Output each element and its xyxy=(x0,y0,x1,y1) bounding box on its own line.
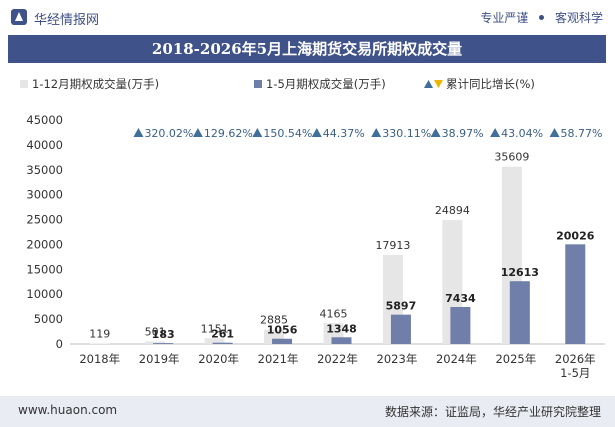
y-tick-label: 35000 xyxy=(26,163,63,177)
bar-full-year xyxy=(145,341,166,344)
chart: 1-12月期权成交量(万手) 1-5月期权成交量(万手) 累计同比增长(%) 0 500… xyxy=(20,77,605,380)
y-tick-label: 10000 xyxy=(26,287,63,301)
growth-up-triangle-icon xyxy=(371,128,382,137)
slogan-dot-icon xyxy=(539,15,545,20)
bar-full-year xyxy=(204,338,225,344)
y-tick-label: 40000 xyxy=(26,138,63,152)
x-tick-label: 2019年 xyxy=(139,352,180,366)
x-tick-label-line: 1-5月 xyxy=(560,366,590,380)
data-label-jan-may: 5897 xyxy=(386,300,417,313)
x-tick-label-line: 2021年 xyxy=(258,352,299,366)
data-label-jan-may: 183 xyxy=(152,328,175,341)
x-tick-label-line: 2019年 xyxy=(139,352,180,366)
x-tick-label-line: 2025年 xyxy=(495,352,536,366)
top-bar: 华经情报网 专业严谨 客观科学 xyxy=(0,0,615,34)
bar-jan-may xyxy=(509,281,530,344)
data-label-jan-may: 12613 xyxy=(501,266,539,279)
x-tick-label: 2026年 1-5月 xyxy=(555,352,596,380)
data-label-full-year: 501 xyxy=(145,326,166,339)
data-label-full-year: 17913 xyxy=(375,239,410,252)
x-tick-label-line: 2020年 xyxy=(198,352,239,366)
slogan-right: 客观科学 xyxy=(554,11,603,25)
chart-title: 2018-2026年5月上海期货交易所期权成交量 xyxy=(8,35,606,63)
bar-jan-may xyxy=(390,314,411,344)
x-tick-label: 2022年 xyxy=(317,352,358,366)
growth-label: 330.11% xyxy=(382,127,431,140)
growth-up-triangle-icon xyxy=(430,128,441,137)
website-link[interactable]: www.huaon.com xyxy=(18,403,118,417)
bar-jan-may xyxy=(565,244,586,344)
slogan: 专业严谨 客观科学 xyxy=(480,9,603,26)
data-source: 数据来源：证监局，华经产业研究院整理 xyxy=(384,405,601,419)
bar-jan-may xyxy=(331,337,352,344)
x-tick-label: 2021年 xyxy=(258,352,299,366)
y-tick-label: 45000 xyxy=(26,113,63,127)
x-tick-label: 2025年 xyxy=(495,352,536,366)
growth-label: 320.02% xyxy=(144,127,193,140)
x-tick-label: 2024年 xyxy=(436,352,477,366)
slogan-left: 专业严谨 xyxy=(480,11,529,25)
bar-full-year xyxy=(89,343,110,344)
y-tick-label: 25000 xyxy=(26,213,63,227)
x-tick-label: 2023年 xyxy=(377,352,418,366)
data-label-full-year: 119 xyxy=(89,327,110,340)
legend-swatch-full-year xyxy=(20,80,28,88)
data-label-full-year: 1151 xyxy=(201,322,229,335)
growth-label: 43.04% xyxy=(501,127,543,140)
x-tick-label-line: 2018年 xyxy=(79,352,120,366)
bar-jan-may xyxy=(153,343,174,344)
footer: www.huaon.com 数据来源：证监局，华经产业研究院整理 xyxy=(0,396,615,427)
y-tick-label: 15000 xyxy=(26,262,63,276)
bar-jan-may xyxy=(272,338,293,344)
growth-up-triangle-icon xyxy=(192,128,203,137)
x-tick-label-line: 2024年 xyxy=(436,352,477,366)
growth-up-triangle-icon xyxy=(133,128,144,137)
x-tick-label-line: 2023年 xyxy=(377,352,418,366)
data-label-jan-may: 261 xyxy=(211,328,234,341)
brand-name: 华经情报网 xyxy=(34,13,100,28)
legend-label-jan-may: 1-5月期权成交量(万手) xyxy=(266,77,386,91)
legend-label-growth: 累计同比增长(%) xyxy=(446,77,535,91)
legend-swatch-jan-may xyxy=(254,80,262,88)
data-label-jan-may: 7434 xyxy=(445,292,476,305)
growth-up-triangle-icon xyxy=(311,128,322,137)
y-tick-label: 20000 xyxy=(26,237,63,251)
growth-up-triangle-icon xyxy=(252,128,263,137)
x-tick-label-line: 2026年 xyxy=(555,352,596,366)
growth-label: 150.54% xyxy=(263,127,312,140)
y-tick-label: 5000 xyxy=(34,312,63,326)
data-label-jan-may: 20026 xyxy=(556,229,595,242)
data-label-full-year: 35609 xyxy=(494,151,529,164)
y-tick-label: 0 xyxy=(56,337,63,351)
growth-up-triangle-icon xyxy=(549,128,560,137)
growth-label: 44.37% xyxy=(323,127,365,140)
data-label-full-year: 2885 xyxy=(260,314,288,327)
huajing-logo-icon xyxy=(11,9,27,25)
growth-label: 38.97% xyxy=(442,127,484,140)
bar-jan-may xyxy=(212,342,233,344)
data-label-full-year: 4165 xyxy=(320,307,348,320)
data-label-jan-may: 1056 xyxy=(267,324,298,337)
growth-label: 129.62% xyxy=(204,127,253,140)
legend-up-triangle-icon xyxy=(424,80,433,88)
data-label-full-year: 24894 xyxy=(435,204,470,217)
growth-up-triangle-icon xyxy=(490,128,501,137)
data-label-jan-may: 1348 xyxy=(326,322,357,335)
bar-jan-may xyxy=(450,306,471,344)
legend-label-full-year: 1-12月期权成交量(万手) xyxy=(32,77,159,91)
y-tick-label: 30000 xyxy=(26,188,63,202)
x-tick-label-line: 2022年 xyxy=(317,352,358,366)
x-tick-label: 2018年 xyxy=(79,352,120,366)
x-tick-label: 2020年 xyxy=(198,352,239,366)
growth-label: 58.77% xyxy=(561,127,603,140)
legend-down-triangle-icon xyxy=(434,80,443,88)
